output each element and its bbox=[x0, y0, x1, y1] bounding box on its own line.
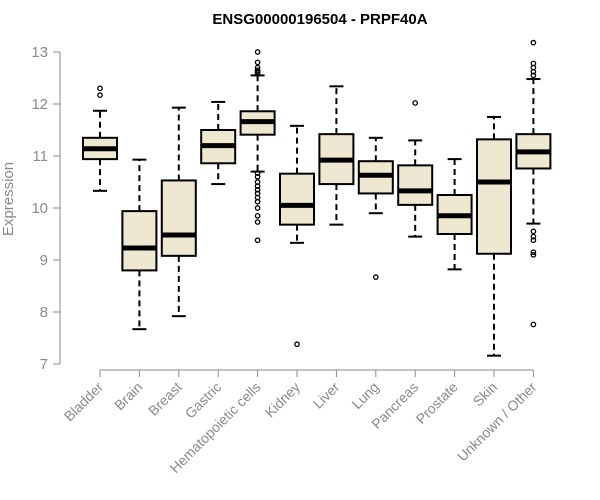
outlier-point bbox=[294, 341, 300, 348]
x-tick-label: Brain bbox=[111, 379, 145, 413]
box-group bbox=[436, 158, 473, 271]
outlier-point bbox=[530, 228, 537, 235]
x-tick-label: Liver bbox=[310, 379, 343, 412]
outlier-point bbox=[530, 68, 537, 75]
iqr-box bbox=[476, 138, 512, 255]
box-group bbox=[82, 85, 118, 192]
y-tick-label: 8 bbox=[40, 304, 48, 321]
iqr-box bbox=[279, 172, 315, 226]
box-group bbox=[318, 85, 355, 226]
iqr-box bbox=[121, 210, 158, 272]
box-group bbox=[515, 39, 552, 328]
box-group bbox=[357, 136, 394, 281]
y-tick-label: 7 bbox=[40, 356, 48, 373]
outlier-point bbox=[530, 251, 537, 258]
outlier-point bbox=[254, 173, 261, 180]
outlier-point bbox=[530, 39, 537, 46]
outlier-point bbox=[254, 183, 261, 190]
outlier-point bbox=[254, 59, 261, 66]
x-tick-label: Lung bbox=[349, 379, 382, 412]
outlier-point bbox=[530, 249, 537, 256]
box-group bbox=[279, 124, 315, 348]
outlier-point bbox=[97, 85, 103, 92]
outlier-point bbox=[254, 49, 261, 55]
y-axis: 7 8 9 10 11 12 13 bbox=[31, 44, 61, 373]
box-group bbox=[121, 158, 158, 331]
outlier-point bbox=[254, 186, 261, 193]
chart-title: ENSG00000196504 - PRPF40A bbox=[212, 11, 427, 28]
outlier-point bbox=[412, 100, 419, 106]
outlier-point bbox=[530, 237, 537, 244]
y-tick-label: 12 bbox=[31, 96, 48, 113]
x-tick-label: Bladder bbox=[61, 379, 107, 425]
outlier-point bbox=[97, 92, 103, 99]
outlier-point bbox=[254, 219, 261, 225]
outlier-point bbox=[254, 69, 261, 76]
x-tick-label: Kidney bbox=[262, 379, 304, 421]
outlier-point bbox=[254, 237, 261, 244]
boxes-group bbox=[82, 39, 552, 357]
box-group bbox=[239, 49, 276, 244]
x-tick-label: Skin bbox=[470, 379, 501, 410]
outlier-point bbox=[530, 233, 537, 240]
box-group bbox=[160, 106, 197, 318]
outlier-point bbox=[254, 170, 261, 177]
y-tick-label: 13 bbox=[31, 44, 48, 61]
outlier-point bbox=[530, 321, 537, 328]
box-group bbox=[397, 100, 434, 238]
outlier-point bbox=[372, 274, 379, 281]
box-group bbox=[476, 116, 512, 357]
y-tick-label: 11 bbox=[32, 148, 48, 165]
outlier-point bbox=[254, 205, 261, 211]
x-tick-label: Breast bbox=[145, 379, 185, 419]
iqr-box bbox=[397, 164, 434, 206]
box-group bbox=[200, 100, 237, 186]
outlier-point bbox=[530, 72, 537, 79]
outlier-point bbox=[254, 198, 261, 205]
y-tick-label: 9 bbox=[40, 252, 48, 269]
x-tick-label: Prostate bbox=[413, 379, 461, 427]
outlier-point bbox=[254, 212, 261, 219]
y-axis-label: Expression bbox=[0, 162, 17, 236]
y-tick-label: 10 bbox=[31, 200, 48, 217]
iqr-box bbox=[160, 179, 197, 257]
